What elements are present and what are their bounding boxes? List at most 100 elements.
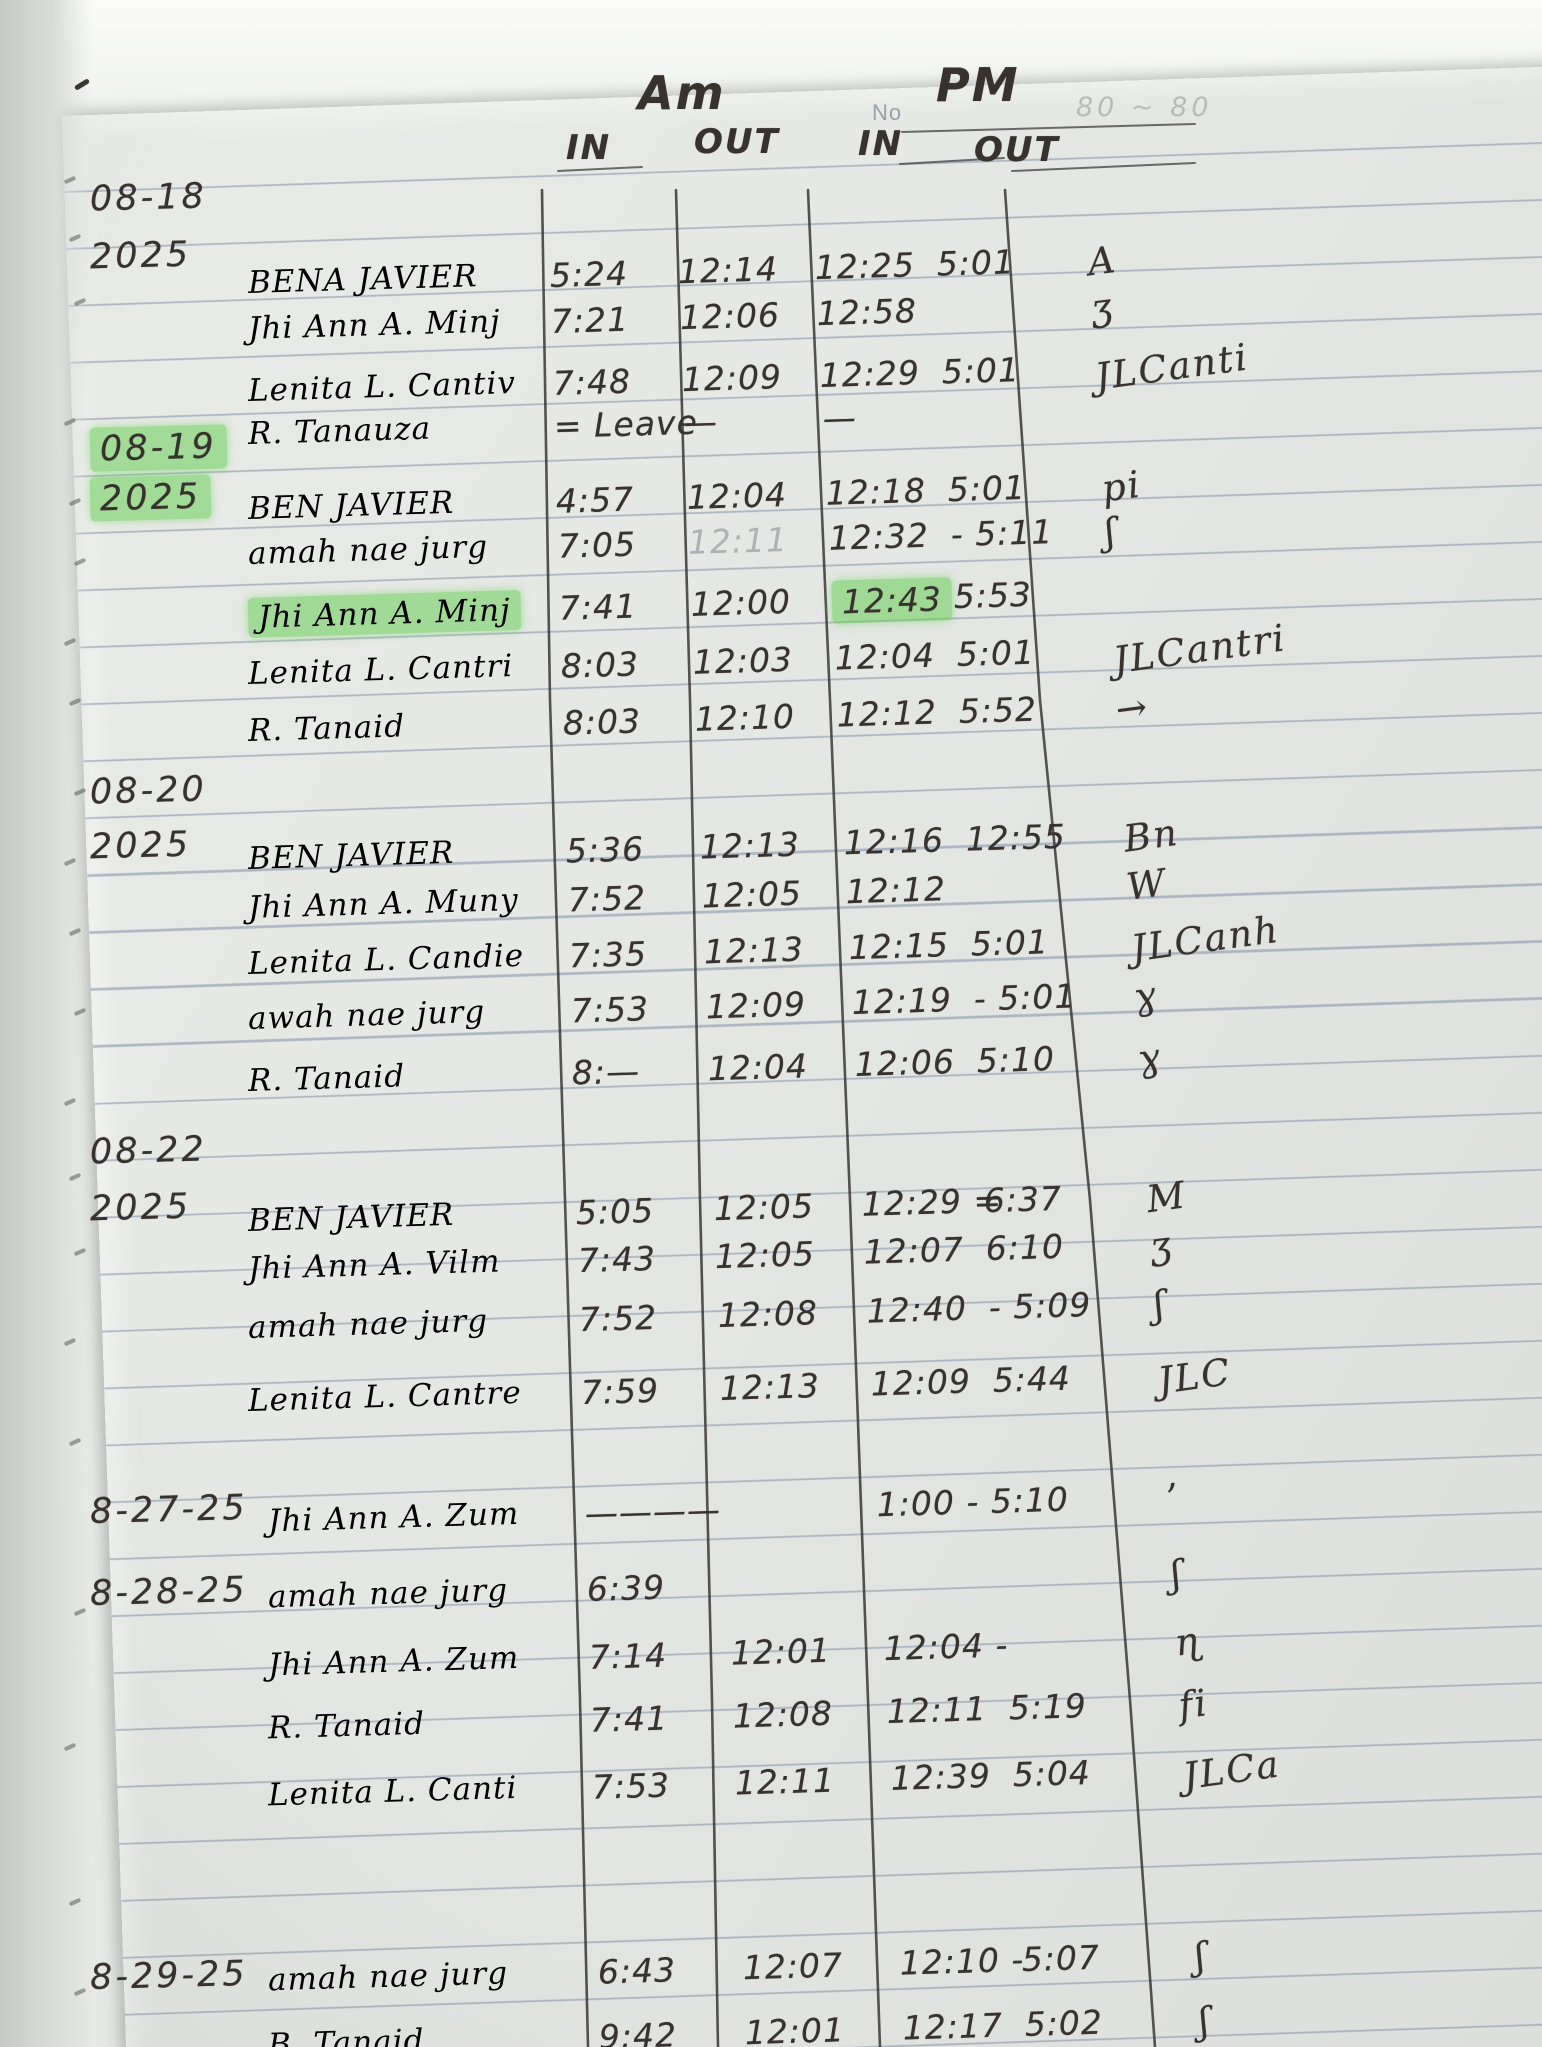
am-out-time: 12:05	[713, 1186, 815, 1229]
initials-signature: ʃ	[1195, 1998, 1214, 2044]
entry-date: 08-22	[89, 1129, 208, 1173]
pm-out-time: 6:37	[983, 1178, 1063, 1221]
worker-name: BEN JAVIER	[247, 1196, 455, 1239]
am-section-label: Am	[638, 66, 726, 120]
initials-signature: JLCa	[1180, 1742, 1283, 1799]
entry-date: 08-18	[89, 176, 208, 220]
pm-in-time: —	[822, 397, 858, 438]
am-out-time: 12:00	[690, 581, 792, 624]
worker-name: R. Tanauza	[247, 410, 432, 452]
initials-signature: Bn	[1121, 810, 1182, 861]
initials-signature: fi	[1175, 1681, 1212, 1728]
pm-out-time: 5:53	[953, 574, 1033, 617]
am-out-time: 12:08	[732, 1693, 834, 1736]
am-in-time: 7:05	[557, 524, 637, 566]
initials-signature: ʃ	[1191, 1934, 1210, 1979]
worker-name: R. Tanaid	[267, 1705, 426, 1747]
am-in-time: 7:43	[577, 1238, 657, 1281]
worker-name: awah nae jurg	[247, 993, 486, 1037]
pm-in-time: 12:58	[816, 291, 918, 334]
initials-signature: JLCantri	[1110, 616, 1289, 683]
pm-out-time: 5:19	[1008, 1686, 1088, 1728]
am-out-time: 12:03	[692, 639, 794, 682]
am-in-time: 6:43	[597, 1950, 677, 1992]
pm-out-time: 5:10	[976, 1039, 1056, 1081]
am-in-time: 5:36	[565, 829, 645, 871]
worker-name: Jhi Ann A. Zum	[267, 1495, 520, 1540]
initials-signature: M	[1144, 1173, 1190, 1222]
pm-in-time: 12:43	[831, 577, 953, 624]
pm-in-time: 12:04 -	[883, 1625, 1009, 1669]
am-out-time: 12:06	[679, 295, 781, 338]
initials-signature: JLCanh	[1128, 907, 1283, 971]
initials-signature: ʃ	[1167, 1551, 1186, 1597]
am-in-time: 7:35	[568, 934, 648, 976]
am-in-time: 7:53	[570, 989, 650, 1031]
am-in-time: 6:39	[586, 1567, 666, 1609]
pm-in-time: 12:07	[863, 1229, 965, 1272]
am-out-time: 12:07	[742, 1945, 844, 1988]
pm-in-time: 12:06	[854, 1041, 956, 1084]
pm-in-time: 12:19	[851, 980, 953, 1023]
pm-out-time: 5:02	[1024, 2002, 1104, 2044]
am-out-time: 12:09	[705, 984, 807, 1027]
pm-out-time: 5:44	[992, 1358, 1072, 1400]
am-out-time: 12:10	[694, 696, 796, 739]
pm-section-label: PM	[936, 58, 1020, 112]
pm-in-time: 12:12	[836, 692, 938, 735]
worker-name: Lenita L. Cantri	[247, 648, 514, 692]
pm-out-time: 5:01	[970, 922, 1050, 964]
pm-in-time: 12:40	[866, 1288, 968, 1331]
pm-out-time: - 5:09	[988, 1284, 1092, 1327]
initials-signature: ʒ	[1087, 284, 1117, 330]
initials-signature: JLC	[1155, 1350, 1234, 1403]
am-out-time: 12:13	[719, 1365, 821, 1408]
am-in-time: 9:42	[598, 2015, 678, 2047]
initials-signature: ʼ	[1162, 1475, 1183, 1521]
am-in-time: 7:41	[558, 586, 638, 628]
pm-in-time: 12:32	[828, 515, 930, 558]
pm-out-time: 5:52	[958, 689, 1038, 731]
corner-note: 80 ~ 80	[1076, 92, 1213, 123]
worker-name: amah nae jurg	[247, 528, 489, 572]
am-out-time: 12:13	[699, 824, 801, 867]
pm-out-time: 5:07	[1021, 1937, 1101, 1979]
pm-in-time: 12:39	[890, 1755, 992, 1798]
am-in-time: 8:03	[560, 644, 640, 686]
pm-out-time: 12:55	[965, 816, 1067, 859]
am-out-time: 12:13	[703, 929, 805, 972]
initials-signature: ɳ	[1171, 1618, 1206, 1665]
am-in-time: 4:57	[555, 479, 635, 521]
am-out-time: 12:05	[714, 1234, 816, 1277]
pm-out-time: 5:04	[1012, 1752, 1092, 1795]
am-out-column-header: OUT	[694, 122, 780, 162]
worker-name: amah nae jurg	[267, 1572, 509, 1616]
pm-in-column-header: IN	[858, 124, 904, 164]
am-out-time: —	[683, 402, 719, 443]
am-in-time: 8:—	[571, 1051, 641, 1093]
worker-name: R. Tanaid	[247, 708, 406, 749]
pm-in-time: 12:10 -	[899, 1939, 1025, 1983]
am-in-time: 5:24	[549, 253, 629, 295]
pm-out-time: 5:01	[936, 242, 1016, 284]
pm-in-time: 12:15	[848, 925, 950, 968]
am-out-time: 12:04	[686, 474, 788, 517]
worker-name: Jhi Ann A. Zum	[267, 1639, 520, 1684]
worker-name: Jhi Ann A. Minj	[247, 589, 522, 638]
no-printed-label: No	[872, 100, 903, 125]
am-out-time: 12:05	[701, 873, 803, 916]
pm-in-time: 12:18	[825, 470, 927, 513]
pm-in-time: 12:11	[886, 1689, 988, 1731]
pm-in-time: 12:12	[845, 869, 947, 912]
worker-name: Lenita L. Candie	[247, 937, 525, 982]
am-in-time: ————	[584, 1489, 722, 1533]
am-in-time: 7:14	[588, 1635, 668, 1677]
worker-name: Jhi Ann A. Minj	[247, 303, 502, 347]
am-out-time: 12:11	[687, 519, 789, 562]
am-in-time: 5:05	[575, 1190, 655, 1233]
am-out-time: 12:11	[734, 1760, 836, 1803]
am-out-time: 12:01	[744, 2010, 846, 2047]
pm-out-time: 5:01	[956, 632, 1036, 674]
pm-in-time: 12:04	[834, 635, 936, 678]
